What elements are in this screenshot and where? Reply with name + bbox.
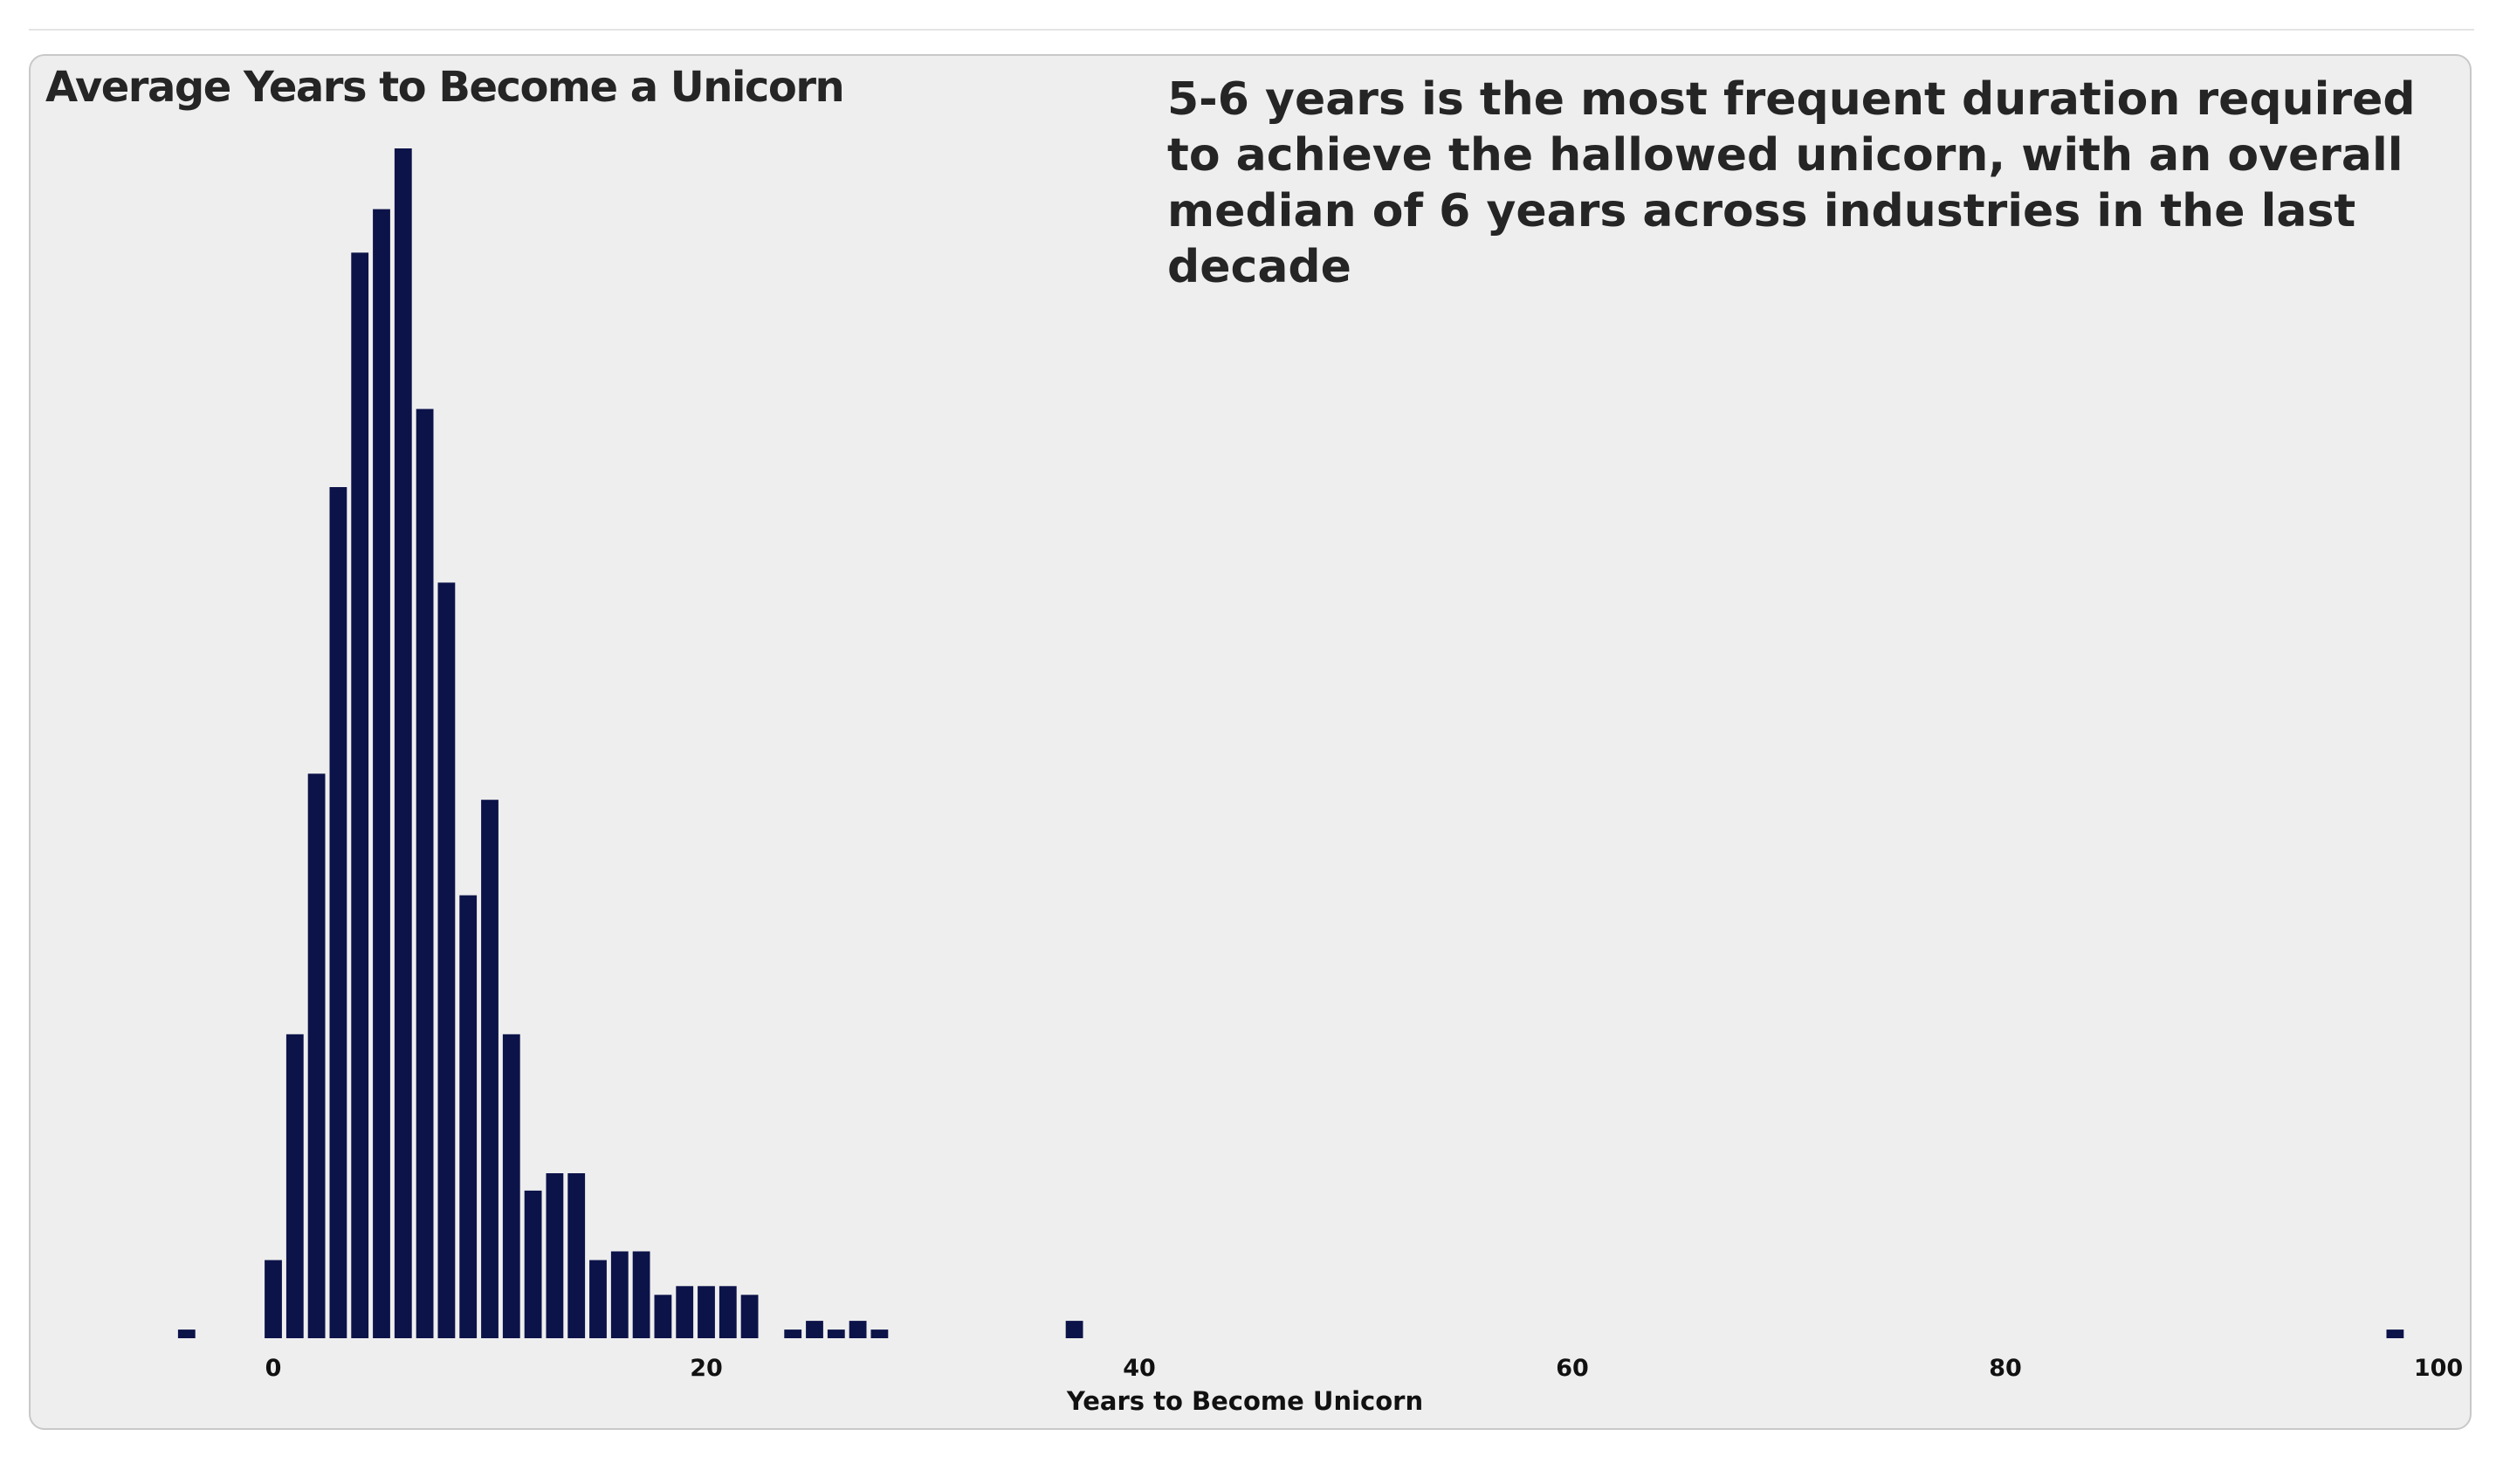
x-tick-group: 0 20 40 60 80 100 — [265, 1355, 2464, 1382]
histogram-bar — [329, 487, 347, 1338]
x-tick-label: 20 — [690, 1355, 723, 1382]
bar-group — [177, 148, 2404, 1339]
x-tick-label: 0 — [265, 1355, 282, 1382]
histogram-bar — [698, 1286, 715, 1338]
x-tick-label: 60 — [1556, 1355, 1589, 1382]
histogram-bar — [394, 148, 412, 1338]
histogram-bar — [719, 1286, 737, 1338]
histogram-bar — [589, 1260, 607, 1338]
histogram-bar — [2386, 1329, 2404, 1338]
histogram-bar — [610, 1251, 629, 1338]
chart-annotation: 5-6 years is the most frequent duration … — [1167, 73, 2416, 293]
chart-title: Average Years to Become a Unicorn — [45, 63, 845, 112]
histogram-bar — [784, 1329, 802, 1338]
histogram-bar — [265, 1260, 282, 1338]
histogram-bar — [1065, 1321, 1083, 1338]
histogram-bar — [654, 1295, 672, 1338]
histogram-bar — [676, 1286, 694, 1338]
histogram-bar — [437, 582, 456, 1338]
chart-card — [29, 54, 2472, 1430]
x-axis-label: Years to Become Unicorn — [1066, 1386, 1424, 1416]
x-tick-label: 100 — [2414, 1355, 2463, 1382]
histogram-bar — [285, 1034, 304, 1338]
histogram-bar — [806, 1321, 823, 1338]
histogram-bar — [870, 1329, 889, 1338]
histogram-bar — [632, 1251, 650, 1338]
histogram-bar — [524, 1190, 542, 1338]
histogram-bar — [416, 409, 434, 1338]
histogram-bar — [502, 1034, 520, 1338]
histogram-bar — [546, 1173, 564, 1338]
histogram-bar — [567, 1173, 586, 1338]
histogram-bar — [740, 1295, 759, 1338]
top-divider — [29, 29, 2474, 31]
histogram-bar — [177, 1329, 196, 1338]
x-tick-label: 80 — [1989, 1355, 2022, 1382]
histogram-bar — [459, 895, 478, 1338]
histogram-bar — [849, 1321, 867, 1338]
x-tick-label: 40 — [1123, 1355, 1156, 1382]
histogram-bar — [351, 252, 369, 1338]
histogram-bar — [373, 209, 390, 1339]
histogram-bar — [481, 800, 499, 1338]
histogram-bar — [307, 773, 326, 1338]
histogram-bar — [827, 1329, 845, 1338]
